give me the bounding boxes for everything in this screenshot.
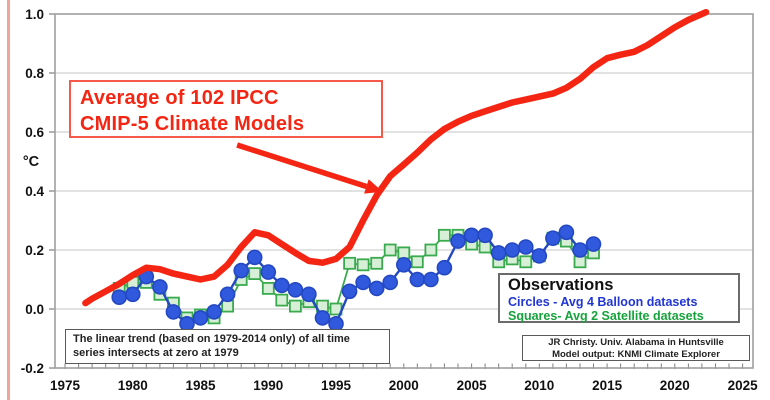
models-annotation-line1: Average of 102 IPCC bbox=[80, 87, 279, 109]
y-axis-unit: °C bbox=[23, 154, 40, 170]
trend-note-box: The linear trend (based on 1979-2014 onl… bbox=[65, 329, 390, 364]
svg-text:2020: 2020 bbox=[660, 378, 690, 393]
legend: Observations Circles - Avg 4 Balloon dat… bbox=[498, 273, 740, 323]
balloon-point bbox=[585, 236, 602, 252]
svg-text:0.8: 0.8 bbox=[25, 66, 44, 81]
svg-text:2025: 2025 bbox=[728, 378, 759, 393]
satellite-point bbox=[221, 299, 235, 313]
balloon-point bbox=[423, 271, 439, 288]
balloon-point bbox=[301, 286, 317, 303]
satellite-point bbox=[424, 243, 438, 257]
legend-satellite: Squares- Avg 2 Satellite datasets bbox=[508, 309, 704, 323]
svg-text:-0.2: -0.2 bbox=[21, 361, 44, 376]
credit-line2: Model output: KNMI Climate Explorer bbox=[552, 348, 720, 360]
balloon-point bbox=[287, 281, 304, 298]
svg-text:1.0: 1.0 bbox=[25, 7, 44, 22]
balloon-point bbox=[517, 239, 534, 255]
balloon-point bbox=[125, 286, 141, 303]
x-axis-labels: 1975 1980 1985 1990 1995 2000 2005 2010 2015 2020… bbox=[50, 378, 758, 393]
balloon-point bbox=[395, 256, 412, 273]
balloon-point bbox=[165, 304, 182, 320]
satellite-point bbox=[248, 267, 262, 281]
satellite-point bbox=[410, 255, 424, 269]
legend-title: Observations bbox=[508, 276, 614, 294]
y-axis-labels: -0.2 0.0 0.2 0.4 0.6 0.8 1.0 bbox=[21, 7, 45, 376]
balloon-point bbox=[206, 304, 222, 320]
balloon-point bbox=[504, 242, 521, 258]
balloon-point bbox=[409, 271, 426, 288]
balloon-point bbox=[450, 233, 466, 249]
trend-note-line1: The linear trend (based on 1979-2014 onl… bbox=[73, 333, 350, 345]
svg-text:2015: 2015 bbox=[592, 378, 623, 393]
balloon-point bbox=[341, 283, 358, 300]
satellite-point bbox=[397, 246, 411, 260]
balloon-point bbox=[246, 249, 263, 266]
svg-text:2010: 2010 bbox=[524, 378, 554, 393]
svg-text:0.0: 0.0 bbox=[25, 302, 44, 317]
svg-text:0.4: 0.4 bbox=[25, 184, 44, 199]
balloon-point bbox=[436, 259, 453, 276]
satellite-point bbox=[261, 281, 275, 295]
svg-text:0.6: 0.6 bbox=[25, 125, 44, 140]
credit-box: JR Christy. Univ. Alabama in Huntsville … bbox=[522, 335, 750, 361]
balloon-series bbox=[111, 224, 602, 332]
satellite-point bbox=[383, 243, 397, 257]
balloon-point bbox=[558, 224, 575, 241]
satellite-point bbox=[343, 256, 357, 270]
satellite-point bbox=[519, 255, 533, 269]
models-annotation-line2: CMIP-5 Climate Models bbox=[80, 113, 305, 135]
svg-text:2005: 2005 bbox=[457, 378, 488, 393]
satellite-point bbox=[437, 228, 451, 242]
balloon-point bbox=[233, 262, 249, 279]
balloon-point bbox=[545, 230, 561, 246]
balloon-point bbox=[463, 227, 480, 244]
legend-balloon: Circles - Avg 4 Balloon datasets bbox=[508, 295, 698, 309]
svg-text:1980: 1980 bbox=[118, 378, 148, 393]
plot-border bbox=[54, 13, 754, 369]
balloon-point bbox=[192, 310, 209, 326]
svg-text:1990: 1990 bbox=[253, 378, 283, 393]
balloon-point bbox=[490, 245, 507, 261]
balloon-point bbox=[477, 227, 493, 244]
svg-text:0.2: 0.2 bbox=[25, 243, 44, 258]
balloon-point bbox=[111, 289, 127, 306]
models-annotation-box: Average of 102 IPCC CMIP-5 Climate Model… bbox=[69, 80, 383, 138]
balloon-point bbox=[219, 286, 236, 303]
balloon-point bbox=[531, 248, 548, 264]
satellite-point bbox=[288, 299, 302, 313]
satellite-point bbox=[356, 258, 370, 272]
balloon-point bbox=[355, 274, 371, 291]
svg-text:2000: 2000 bbox=[389, 378, 419, 393]
slide-edge-strip bbox=[7, 0, 10, 400]
balloon-point bbox=[260, 264, 277, 280]
balloon-point bbox=[152, 279, 168, 295]
annotation-arrow bbox=[236, 142, 383, 194]
svg-text:1975: 1975 bbox=[50, 378, 81, 393]
credit-line1: JR Christy. Univ. Alabama in Huntsville bbox=[548, 337, 724, 348]
trend-note-line2: series intersects at zero at 1979 bbox=[73, 346, 239, 359]
balloon-point bbox=[382, 274, 399, 291]
svg-text:1985: 1985 bbox=[185, 378, 216, 393]
model-average-line bbox=[82, 8, 710, 307]
balloon-point bbox=[572, 242, 588, 258]
balloon-point bbox=[273, 277, 290, 294]
satellite-point bbox=[370, 256, 384, 270]
svg-text:1995: 1995 bbox=[321, 378, 352, 393]
balloon-point bbox=[314, 310, 331, 326]
balloon-point bbox=[368, 280, 385, 297]
satellite-point bbox=[573, 255, 587, 269]
satellite-point bbox=[275, 293, 289, 307]
satellite-point bbox=[478, 240, 492, 254]
